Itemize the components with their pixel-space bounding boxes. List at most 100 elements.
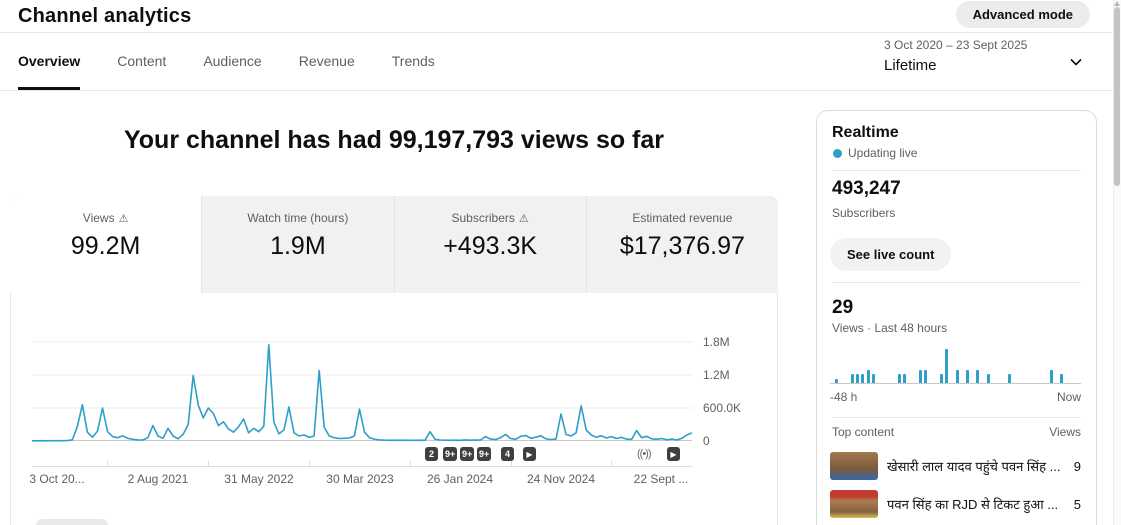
top-content-list: खेसारी लाल यादव पहुंचे पवन सिंह ... 9 पवन … (830, 452, 1081, 525)
x-tick-label: 22 Sept ... (633, 472, 689, 486)
tab-revenue[interactable]: Revenue (298, 53, 355, 69)
date-range-filter[interactable]: 3 Oct 2020 – 23 Sept 2025 Lifetime (884, 38, 1094, 74)
tab-audience[interactable]: Audience (203, 53, 262, 69)
realtime-bar (850, 374, 854, 383)
x-axis-line (32, 466, 692, 467)
realtime-bar (861, 374, 865, 383)
realtime-bar (866, 370, 870, 383)
warning-icon: ⚠ (518, 213, 529, 225)
x-tick-label: 24 Nov 2024 (526, 472, 596, 486)
advanced-mode-button[interactable]: Advanced mode (955, 1, 1090, 28)
tab-trends[interactable]: Trends (391, 53, 435, 69)
metric-card-watch-time-hours[interactable]: Watch time (hours) 1.9M (201, 196, 394, 293)
tab-overview[interactable]: Overview (18, 33, 81, 90)
page-title: Channel analytics (18, 5, 192, 27)
tab-content[interactable]: Content (117, 53, 167, 69)
y-tick-label: 600.0K (703, 401, 742, 415)
realtime-bar (1007, 374, 1011, 383)
realtime-divider (832, 417, 1081, 418)
metric-value: +493.3K (443, 232, 538, 260)
updating-live-label: Updating live (848, 146, 918, 160)
metric-label: Estimated revenue (632, 211, 733, 225)
analytics-tab-bar: Overview Content Audience Revenue Trends (18, 33, 435, 90)
realtime-bar-chart[interactable] (830, 345, 1081, 383)
metric-card-subscribers[interactable]: Subscribers ⚠ +493.3K (393, 196, 586, 293)
upload-count-badge[interactable]: 4 (501, 447, 514, 461)
video-title[interactable]: पवन सिंह का RJD से टिकट हुआ ... (887, 497, 1059, 512)
top-content-views-header: Views (1049, 425, 1081, 439)
x-axis-tick (611, 461, 612, 466)
channel-views-headline: Your channel has had 99,197,793 views so… (123, 126, 665, 154)
date-preset-label: Lifetime (884, 57, 937, 74)
metric-value: 1.9M (270, 232, 326, 260)
play-badge-icon[interactable]: ▶ (667, 447, 680, 461)
metric-value: $17,376.97 (619, 232, 745, 260)
metric-card-strip: Views ⚠ 99.2M Watch time (hours) 1.9M Subscri… (10, 196, 778, 293)
play-badge-icon[interactable]: ▶ (523, 447, 536, 461)
realtime-bar (924, 370, 928, 383)
upload-count-badge[interactable]: 9+ (460, 447, 475, 461)
upload-count-badge[interactable]: 9+ (443, 447, 458, 461)
page-scrollbar[interactable] (1113, 0, 1121, 525)
play-icon: ▶ (526, 450, 533, 459)
realtime-subscriber-count: 493,247 (832, 178, 901, 199)
realtime-divider (832, 282, 1081, 283)
metric-label: Views (82, 211, 115, 225)
video-title[interactable]: खेसारी लाल यादव पहुंचे पवन सिंह ... (887, 459, 1061, 474)
top-content-header: Top content (832, 425, 895, 439)
video-views-count: 5 (1073, 496, 1081, 512)
x-tick-label: 26 Jan 2024 (426, 472, 494, 486)
axis-start-label: -48 h (830, 390, 858, 404)
metric-card-views[interactable]: Views ⚠ 99.2M (10, 196, 202, 293)
realtime-bar (986, 374, 990, 383)
realtime-divider (832, 170, 1081, 171)
metric-value: 99.2M (70, 232, 141, 260)
video-thumbnail[interactable] (830, 452, 878, 480)
bottom-tooltip-stub (36, 519, 108, 525)
axis-end-label: Now (1056, 390, 1081, 404)
x-axis-tick (208, 461, 209, 466)
warning-icon: ⚠ (118, 213, 129, 225)
metric-label: Subscribers (451, 211, 515, 225)
x-tick-label: 2 Aug 2021 (127, 472, 189, 486)
realtime-bar (918, 370, 922, 383)
upload-count-badge[interactable]: 9+ (477, 447, 492, 461)
live-dot-icon (833, 149, 842, 158)
x-axis-tick (107, 461, 108, 466)
x-tick-label: 3 Oct 20... (29, 472, 85, 486)
video-thumbnail[interactable] (830, 490, 878, 518)
top-content-row[interactable]: खेसारी लाल यादव पहुंचे पवन सिंह ... 9 (830, 452, 1081, 480)
x-axis-tick (511, 461, 512, 466)
header-divider (0, 32, 1113, 33)
y-tick-label: 1.2M (703, 368, 730, 382)
x-tick-label: 31 May 2022 (224, 472, 294, 486)
realtime-bar (976, 370, 980, 383)
realtime-bar (945, 349, 948, 383)
realtime-views-label: Views · Last 48 hours (832, 321, 948, 335)
realtime-bar (955, 370, 959, 383)
realtime-title: Realtime (832, 124, 899, 141)
date-range-text: 3 Oct 2020 – 23 Sept 2025 (884, 38, 1028, 52)
realtime-bar (1060, 374, 1064, 383)
metric-card-estimated-revenue[interactable]: Estimated revenue $17,376.97 (585, 196, 778, 293)
realtime-baseline (830, 383, 1081, 384)
see-live-count-button[interactable]: See live count (830, 238, 952, 271)
scroll-up-icon[interactable] (1114, 1, 1120, 6)
upload-count-badge[interactable]: 2 (425, 447, 438, 461)
top-content-row[interactable]: पवन सिंह का RJD से टिकट हुआ ... 5 (830, 490, 1081, 518)
live-broadcast-icon[interactable]: ((•)) (637, 448, 651, 460)
views-line-series (32, 344, 692, 442)
realtime-bar (856, 374, 860, 383)
y-tick-label: 0 (703, 434, 710, 448)
realtime-views-count: 29 (832, 297, 854, 318)
views-line-chart[interactable] (32, 330, 692, 442)
chevron-down-icon[interactable] (1066, 52, 1086, 72)
x-axis-tick (309, 461, 310, 466)
video-views-count: 9 (1073, 458, 1081, 474)
play-icon: ▶ (670, 450, 677, 459)
realtime-bar (898, 374, 901, 383)
realtime-bar (903, 374, 907, 383)
scrollbar-thumb[interactable] (1114, 7, 1120, 186)
realtime-bar (1049, 370, 1053, 383)
